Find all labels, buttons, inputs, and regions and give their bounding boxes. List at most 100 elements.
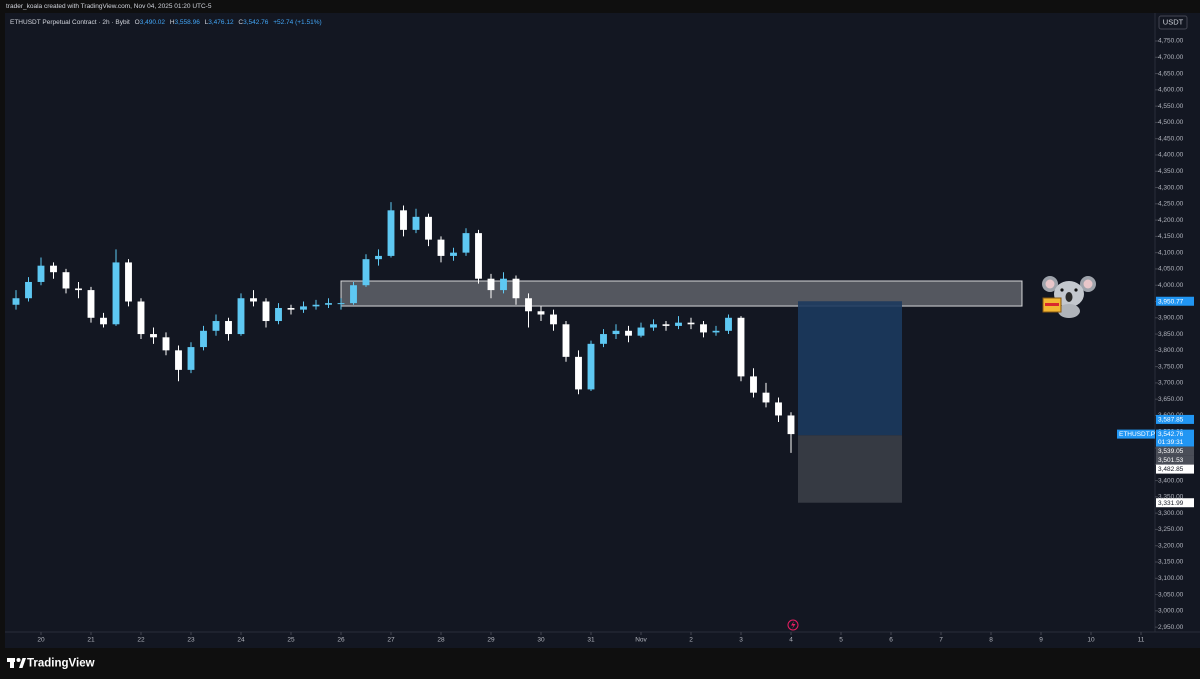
candle-body (87, 290, 95, 318)
ohlc-value: 3,490.02 (140, 19, 166, 26)
ohlc-value: 3,558.96 (175, 19, 201, 26)
y-tick-label: 4,700.00 (1158, 54, 1184, 61)
candle-body (25, 281, 32, 299)
x-tick-label: 2 (689, 637, 693, 644)
candle-body (450, 252, 457, 256)
y-tick-label: 3,850.00 (1158, 331, 1184, 338)
candle-body (175, 350, 182, 370)
y-tick-label: 4,650.00 (1158, 70, 1184, 77)
x-tick-label: 9 (1039, 637, 1043, 644)
candle-body (675, 322, 682, 326)
x-tick-label: 25 (287, 637, 295, 644)
ohlc-key: L (205, 19, 209, 26)
candle-body (275, 308, 282, 322)
y-tick-label: 3,300.00 (1158, 510, 1184, 517)
candle-body (300, 306, 307, 310)
candle-body (325, 303, 332, 305)
candle-body (287, 308, 295, 310)
candle-body (375, 255, 382, 260)
y-tick-label: 4,150.00 (1158, 233, 1184, 240)
change: +52.74 (+1.51%) (273, 19, 321, 26)
candle-body (612, 330, 620, 335)
candle-body (100, 317, 107, 325)
x-tick-label: 30 (537, 637, 545, 644)
candle-body (637, 327, 645, 336)
symbol-tag-box (1117, 429, 1155, 439)
price-label-box (1156, 455, 1194, 465)
brand: TradingView (27, 658, 95, 670)
y-tick-label: 3,900.00 (1158, 314, 1184, 321)
price-label-box (1156, 464, 1194, 474)
y-tick-label: 3,750.00 (1158, 363, 1184, 370)
y-tick-label: 4,250.00 (1158, 201, 1184, 208)
reward-zone (798, 435, 902, 503)
x-tick-label: 24 (237, 637, 245, 644)
attribution: trader_koala created with TradingView.co… (6, 3, 212, 10)
x-tick-label: 6 (889, 637, 893, 644)
candle-body (762, 392, 770, 403)
risk-zone (798, 301, 902, 436)
candle-body (587, 343, 595, 390)
candle-body (737, 317, 745, 377)
x-tick-label: 21 (87, 637, 95, 644)
candle-body (137, 301, 145, 335)
y-tick-label: 3,100.00 (1158, 575, 1184, 582)
candle-body (425, 216, 432, 240)
x-tick-label: 28 (437, 637, 445, 644)
candle-body (237, 298, 245, 335)
candle-body (437, 239, 445, 256)
y-tick-label: 3,400.00 (1158, 477, 1184, 484)
ohlc-key: H (170, 19, 175, 26)
chart-header: ETHUSDT Perpetual Contract · 2h · Bybit … (10, 19, 322, 26)
alert-icon[interactable] (787, 619, 799, 631)
candle-body (62, 272, 70, 289)
x-tick-label: 23 (187, 637, 195, 644)
time-axis (5, 632, 1200, 648)
x-tick-label: 20 (37, 637, 45, 644)
footer (0, 648, 1200, 679)
candle-body (112, 262, 120, 325)
ohlc-key: C (238, 19, 243, 26)
candle-body (500, 278, 507, 291)
y-tick-label: 3,000.00 (1158, 608, 1184, 615)
y-tick-label: 4,450.00 (1158, 135, 1184, 142)
candle-body (162, 337, 170, 351)
y-tick-label: 3,200.00 (1158, 542, 1184, 549)
candle-body (512, 278, 520, 299)
candle-body (725, 317, 732, 331)
candle-body (350, 285, 357, 304)
brand-logo (7, 658, 26, 668)
candle-body (387, 210, 395, 256)
y-tick-label: 3,800.00 (1158, 347, 1184, 354)
candle-body (525, 298, 532, 312)
y-tick-label: 4,200.00 (1158, 217, 1184, 224)
price-axis (1155, 13, 1200, 632)
candle-body (212, 321, 220, 331)
candle-body (537, 311, 545, 315)
ohlc-value: 3,476.12 (208, 19, 234, 26)
ohlc-key: O (135, 19, 140, 26)
currency: USDT (1163, 17, 1184, 26)
koala-avatar (1042, 276, 1096, 318)
x-tick-label: 31 (587, 637, 595, 644)
candle-body (12, 298, 20, 305)
candle-body (50, 265, 57, 273)
candle-body (475, 233, 482, 279)
x-tick-label: 29 (487, 637, 495, 644)
price-label-box (1156, 498, 1194, 508)
candle-body (75, 288, 82, 291)
y-tick-label: 2,950.00 (1158, 624, 1184, 631)
price-label: 3,587.85 (1158, 416, 1184, 423)
price-label: 3,331.99 (1158, 500, 1184, 507)
price-label-box (1156, 296, 1194, 306)
price-label: 3,482.85 (1158, 466, 1184, 473)
candle-body (712, 330, 720, 333)
y-tick-label: 4,000.00 (1158, 282, 1184, 289)
price-label: 3,501.53 (1158, 457, 1184, 464)
x-tick-label: 4 (789, 637, 793, 644)
candle-body (337, 303, 345, 305)
currency-box[interactable] (1158, 15, 1188, 30)
candle-body (700, 324, 707, 333)
candle-body (662, 324, 670, 326)
